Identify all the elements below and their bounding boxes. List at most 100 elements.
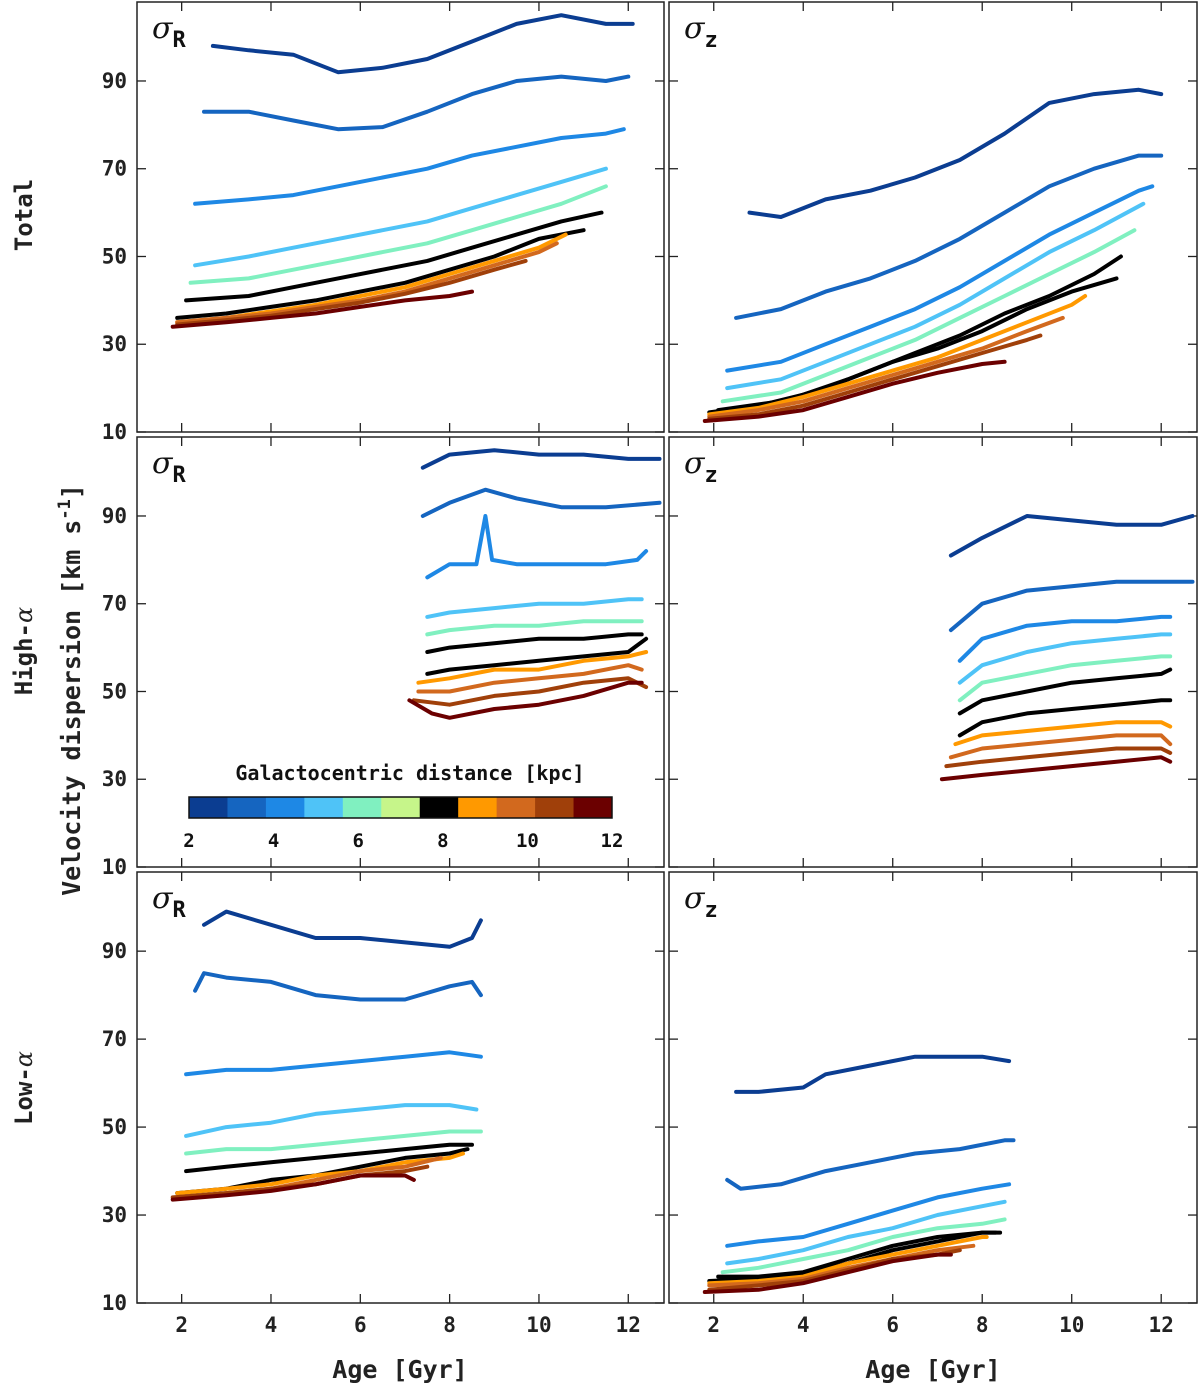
y-axis-title: Velocity dispersion [km s-1]	[55, 484, 86, 896]
colorbar-tick-label: 12	[601, 830, 624, 852]
x-tick-label: 2	[707, 1313, 720, 1337]
panel-label-sigma-r: σR	[152, 11, 186, 53]
series-line-r8	[175, 228, 586, 320]
x-axis-title-left: Age [Gyr]	[332, 1355, 467, 1384]
colorbar-swatch	[419, 797, 459, 818]
colorbar-swatch	[458, 797, 498, 818]
series-line-r6.5	[720, 1217, 1007, 1275]
series-line-r9.5	[416, 663, 644, 694]
series-line-r2.5	[734, 1054, 1012, 1094]
series-line-r5.5	[193, 166, 608, 268]
series-line-r9.5	[707, 1243, 976, 1288]
x-tick-label: 8	[443, 1313, 456, 1337]
series-line-r11.5	[939, 755, 1173, 782]
y-tick-label: 90	[102, 69, 127, 93]
series-line-r5.5	[957, 632, 1173, 685]
series-line-r3.5	[193, 971, 483, 1002]
y-tick-label: 90	[102, 939, 127, 963]
series-line-r8	[707, 1230, 998, 1283]
series-line-r5.5	[425, 597, 644, 619]
series-line-r10.5	[707, 333, 1043, 421]
series-line-r9.5	[175, 241, 559, 325]
panel-frame	[136, 871, 665, 1304]
colorbar: Galactocentric distance [kpc] 2 4 6 8 10 12	[183, 761, 623, 852]
series-line-r2.5	[420, 448, 662, 470]
series-line-r8.5	[953, 720, 1173, 747]
x-tick-label: 6	[886, 1313, 899, 1337]
series-line-r11.5	[170, 289, 474, 329]
panel-frame	[668, 436, 1198, 868]
series-line-r10.5	[944, 746, 1173, 769]
series-line-r11.5	[702, 1252, 953, 1294]
series-line-r8	[707, 276, 1119, 415]
series-line-r8.5	[707, 294, 1088, 417]
x-tick-label: 10	[526, 1313, 551, 1337]
y-tick-label: 50	[102, 1115, 127, 1139]
series-line-r6.5	[425, 619, 644, 637]
series-line-r9.5	[707, 315, 1065, 419]
panel-label-sigma-r: σR	[152, 881, 186, 923]
row-label-low-alpha: Low-α	[10, 1051, 38, 1125]
series-line-r3.5	[725, 1138, 1016, 1191]
colorbar-tick-label: 6	[352, 830, 363, 852]
panel-label-sigma-z: σz	[684, 11, 718, 53]
panel-label-sigma-z: σz	[684, 881, 718, 923]
colorbar-swatch	[535, 797, 575, 818]
colorbar-title: Galactocentric distance [kpc]	[235, 761, 584, 785]
y-tick-label: 30	[102, 767, 127, 791]
x-tick-label: 4	[265, 1313, 278, 1337]
series-line-r10.5	[411, 676, 649, 707]
series-line-r4.5	[193, 127, 626, 206]
panel-low-alpha-sigma-z: 2 4 6 8 10 12 σz	[668, 871, 1198, 1337]
series-line-r4.5	[725, 1182, 1012, 1248]
x-tick-label: 2	[175, 1313, 188, 1337]
colorbar-tick-label: 10	[516, 830, 539, 852]
series-line-r4.5	[725, 184, 1155, 373]
colorbar-swatch	[496, 797, 536, 818]
series-line-r7.5	[716, 254, 1123, 413]
panel-label-sigma-r: σR	[152, 446, 186, 488]
y-tick-label: 70	[102, 1027, 127, 1051]
panel-label-sigma-z: σz	[684, 446, 718, 488]
panel-frame	[136, 1, 665, 433]
y-tick-label: 10	[102, 1291, 127, 1315]
series-line-r9.5	[948, 733, 1173, 760]
series-line-r7.5	[184, 1142, 474, 1174]
series-line-r6.5	[957, 654, 1173, 703]
series-line-r5.5	[725, 201, 1146, 391]
colorbar-swatch	[227, 797, 267, 818]
x-tick-label: 12	[616, 1313, 641, 1337]
series-line-r4.5	[184, 1050, 483, 1077]
x-tick-label: 10	[1059, 1313, 1084, 1337]
panel-low-alpha-sigma-r: 10 30 50 70 90 2 4 6 8 10 12 σR	[102, 871, 665, 1337]
colorbar-swatch	[573, 797, 613, 818]
panels-layer: 10 30 50 70 90 σR σz 10 30 50 70 90 σR σz 10 30 50 70 90 2 4…	[102, 1, 1198, 1337]
panel-high-alpha-sigma-z: σz	[668, 436, 1198, 868]
panel-frame	[136, 436, 665, 868]
panel-high-alpha-sigma-r: 10 30 50 70 90 σR	[102, 436, 665, 879]
colorbar-swatch	[342, 797, 382, 818]
series-line-r7.5	[425, 632, 644, 654]
series-line-r6.5	[720, 228, 1137, 404]
x-tick-label: 4	[797, 1313, 810, 1337]
series-line-r3.5	[948, 579, 1195, 633]
panel-total-sigma-z: σz	[668, 1, 1198, 433]
series-line-r3.5	[420, 487, 662, 518]
y-tick-label: 30	[102, 1203, 127, 1227]
y-tick-label: 70	[102, 592, 127, 616]
panel-frame	[668, 871, 1198, 1304]
colorbar-swatch	[304, 797, 344, 818]
colorbar-tick-label: 4	[268, 830, 279, 852]
series-line-r2.5	[747, 87, 1164, 219]
y-tick-label: 70	[102, 157, 127, 181]
row-label-total: Total	[10, 179, 38, 251]
series-line-r5.5	[725, 1199, 1007, 1266]
y-tick-label: 90	[102, 504, 127, 528]
series-line-r10.5	[175, 258, 528, 327]
colorbar-tick-label: 2	[183, 830, 194, 852]
colorbar-ticks: 2 4 6 8 10 12	[183, 830, 623, 852]
series-line-r7.5	[957, 667, 1173, 716]
y-tick-label: 10	[102, 855, 127, 879]
colorbar-swatches	[188, 796, 613, 819]
